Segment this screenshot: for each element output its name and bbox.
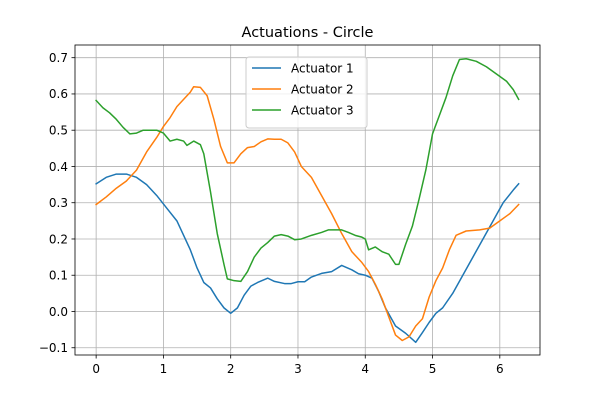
y-tick-label: 0.5 [49,124,68,138]
y-tick-label: 0.0 [49,305,68,319]
y-tick-label: 0.6 [49,87,68,101]
x-axis: 0 1 2 3 4 5 6 [92,355,504,376]
x-tick-label: 3 [294,362,302,376]
legend-label: Actuator 3 [291,104,354,118]
y-tick-label: 0.7 [49,51,68,65]
y-tick-label: 0.3 [49,196,68,210]
series-line-2 [95,85,520,342]
legend-label: Actuator 2 [291,83,354,97]
x-tick-label: 5 [429,362,437,376]
chart-title: Actuations - Circle [242,25,374,41]
x-tick-label: 6 [496,362,504,376]
y-axis: −0.1 0.0 0.1 0.2 0.3 0.4 0.5 0.6 0.7 [39,51,75,355]
y-tick-label: 0.2 [49,232,68,246]
y-tick-label: −0.1 [39,341,68,355]
axes-frame [74,44,541,356]
y-tick-label: 0.1 [49,269,68,283]
legend-label: Actuator 1 [291,62,354,76]
series-layer [95,58,520,344]
x-tick-label: 0 [92,362,100,376]
legend: Actuator 1 Actuator 2 Actuator 3 [245,56,368,129]
x-tick-label: 4 [361,362,369,376]
y-tick-label: 0.4 [49,160,68,174]
x-tick-label: 1 [160,362,168,376]
series-line-3 [95,58,520,283]
series-line-1 [95,173,520,344]
x-tick-label: 2 [227,362,235,376]
